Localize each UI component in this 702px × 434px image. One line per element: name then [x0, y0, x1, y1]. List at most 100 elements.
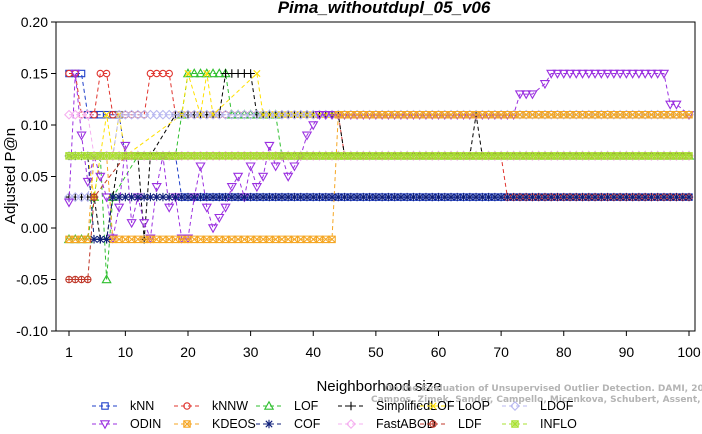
point-marker — [120, 141, 131, 151]
point-marker — [653, 152, 662, 160]
point-marker — [547, 192, 556, 202]
point-marker — [453, 192, 462, 202]
point-marker — [346, 419, 356, 429]
point-marker — [127, 192, 136, 202]
point-marker — [415, 192, 424, 202]
point-marker — [96, 152, 105, 160]
legend: kNN kNNW LOF SimplifiedLOF LoOP LDOF ODIN KDEOS… — [92, 399, 577, 431]
point-marker — [65, 152, 73, 160]
point-marker — [428, 192, 437, 202]
point-marker — [685, 152, 693, 160]
point-marker — [422, 152, 430, 160]
point-marker — [183, 402, 191, 410]
point-marker — [208, 192, 218, 202]
x-tick-label: 1 — [65, 344, 73, 360]
point-marker — [246, 192, 255, 202]
point-marker — [616, 152, 624, 160]
point-marker — [590, 192, 600, 202]
point-marker — [90, 152, 98, 160]
point-marker — [309, 152, 317, 160]
point-marker — [308, 121, 319, 131]
point-marker — [70, 69, 81, 79]
series-line — [69, 114, 689, 157]
point-marker — [646, 69, 657, 79]
legend-item-odin: ODIN — [92, 417, 161, 431]
x-tick-label: 80 — [556, 344, 572, 360]
point-marker — [472, 152, 480, 160]
point-marker — [127, 152, 136, 160]
point-marker — [258, 192, 268, 202]
point-marker — [496, 192, 506, 202]
point-marker — [640, 192, 650, 202]
point-marker — [503, 152, 512, 160]
point-marker — [146, 152, 155, 160]
point-marker — [114, 192, 124, 202]
point-marker — [527, 90, 538, 100]
point-marker — [227, 192, 237, 202]
point-marker — [171, 152, 180, 160]
series-ldf — [65, 152, 693, 284]
point-marker — [240, 192, 249, 202]
point-marker — [384, 152, 393, 160]
point-marker — [497, 152, 505, 160]
point-marker — [484, 152, 493, 160]
point-marker — [177, 192, 186, 202]
point-marker — [610, 152, 618, 160]
series-kdeos — [65, 110, 693, 244]
point-marker — [622, 152, 631, 160]
point-marker — [652, 69, 663, 79]
point-marker — [203, 152, 211, 160]
series-inflo — [65, 152, 693, 160]
point-marker — [571, 69, 582, 79]
point-marker — [553, 192, 562, 202]
point-marker — [621, 69, 632, 79]
point-marker — [553, 152, 562, 160]
point-marker — [283, 192, 293, 202]
point-marker — [429, 420, 437, 428]
point-marker — [434, 152, 443, 160]
point-marker — [96, 235, 105, 244]
point-marker — [196, 152, 205, 160]
point-marker — [372, 152, 380, 160]
point-marker — [207, 68, 219, 78]
x-axis: 1 10 20 30 40 50 60 70 80 90 100 — [65, 331, 701, 360]
point-marker — [214, 213, 225, 224]
point-marker — [302, 192, 312, 202]
point-marker — [572, 152, 581, 160]
legend-item-ldf: LDF — [420, 417, 482, 431]
point-marker — [678, 152, 687, 160]
x-tick-label: 60 — [431, 344, 447, 360]
legend-item-knnw: kNNW — [174, 399, 248, 413]
point-marker — [602, 69, 613, 79]
series-line — [69, 114, 689, 240]
point-marker — [589, 69, 601, 79]
point-marker — [151, 183, 162, 193]
point-marker — [108, 192, 118, 202]
legend-label: LDOF — [540, 399, 574, 413]
point-marker — [641, 152, 649, 160]
legend-label: INFLO — [540, 417, 577, 431]
point-marker — [672, 152, 681, 160]
point-marker — [684, 192, 694, 202]
point-marker — [257, 172, 269, 182]
chart-title: Pima_withoutdupl_05_v06 — [278, 0, 491, 17]
point-marker — [115, 235, 123, 244]
point-marker — [290, 192, 299, 202]
point-marker — [264, 419, 274, 429]
point-marker — [139, 192, 149, 202]
point-marker — [271, 192, 280, 202]
point-marker — [528, 152, 537, 160]
point-marker — [352, 192, 362, 202]
legend-label: ODIN — [130, 417, 161, 431]
point-marker — [441, 152, 449, 160]
point-marker — [165, 152, 173, 160]
point-marker — [429, 402, 437, 410]
point-marker — [647, 192, 656, 202]
legend-label: KDEOS — [212, 417, 256, 431]
point-marker — [603, 192, 612, 202]
point-marker — [121, 152, 130, 160]
point-marker — [196, 192, 205, 202]
point-marker — [597, 192, 606, 202]
point-marker — [640, 69, 651, 79]
point-marker — [409, 152, 418, 160]
